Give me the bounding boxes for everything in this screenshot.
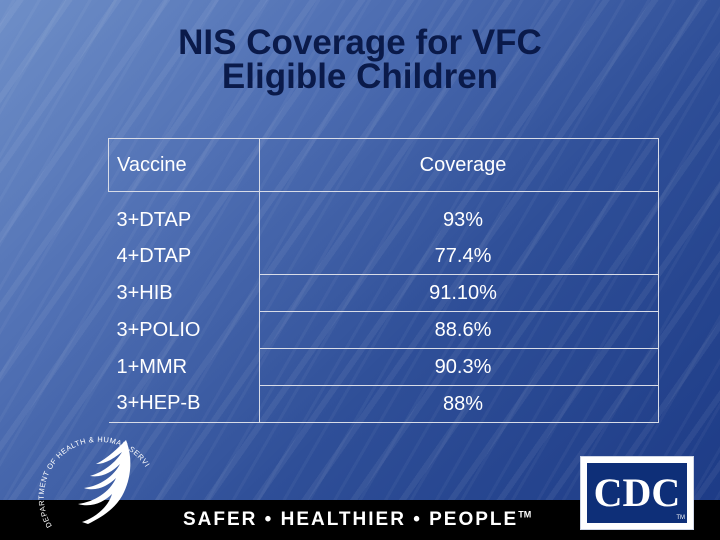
tagline-tm: TM — [518, 509, 532, 520]
header-vaccine: Vaccine — [108, 138, 260, 192]
svg-text:DEPARTMENT OF HEALTH & HUMAN S: DEPARTMENT OF HEALTH & HUMAN SERVICES • … — [38, 418, 152, 529]
vaccine-cell: 1+MMR — [108, 348, 260, 386]
cdc-logo-panel: CDC TM — [587, 463, 687, 523]
vaccine-cell: 3+HIB — [108, 274, 260, 312]
coverage-cell: 91.10% — [259, 274, 659, 312]
coverage-table: Vaccine Coverage 3+DTAP 93% 4+DTAP 77.4%… — [108, 138, 659, 423]
cdc-tm: TM — [676, 515, 685, 521]
cdc-logo: CDC TM — [580, 456, 694, 530]
cdc-logo-text: CDC — [593, 470, 681, 515]
title-line-2: Eligible Children — [221, 57, 499, 96]
title-line-1: NIS Coverage for VFC — [178, 23, 542, 62]
header-coverage: Coverage — [259, 138, 659, 192]
table-row: 3+HEP-B 88% — [108, 385, 659, 423]
table-row: 3+POLIO 88.6% — [108, 311, 659, 349]
coverage-cell: 90.3% — [259, 348, 659, 386]
coverage-cell: 77.4% — [259, 238, 659, 275]
tagline-text: SAFER • HEALTHIER • PEOPLE — [183, 509, 519, 530]
table-row: 3+DTAP 93% — [108, 191, 659, 238]
coverage-cell: 88.6% — [259, 311, 659, 349]
eagle-profile-icon — [78, 440, 131, 524]
hhs-seal-logo: DEPARTMENT OF HEALTH & HUMAN SERVICES • … — [38, 418, 152, 529]
coverage-cell: 93% — [259, 191, 659, 238]
coverage-cell: 88% — [259, 385, 659, 423]
vaccine-cell: 4+DTAP — [108, 238, 260, 275]
vaccine-cell: 3+HEP-B — [108, 385, 260, 423]
page-title: NIS Coverage for VFC Eligible Children — [0, 23, 720, 96]
table-row: 3+HIB 91.10% — [108, 274, 659, 312]
vaccine-cell: 3+DTAP — [108, 191, 260, 238]
table-row: 1+MMR 90.3% — [108, 348, 659, 386]
vaccine-cell: 3+POLIO — [108, 311, 260, 349]
table-header-row: Vaccine Coverage — [108, 138, 659, 192]
footer-tagline: SAFER • HEALTHIER • PEOPLETM — [183, 509, 531, 531]
table-row: 4+DTAP 77.4% — [108, 238, 659, 275]
